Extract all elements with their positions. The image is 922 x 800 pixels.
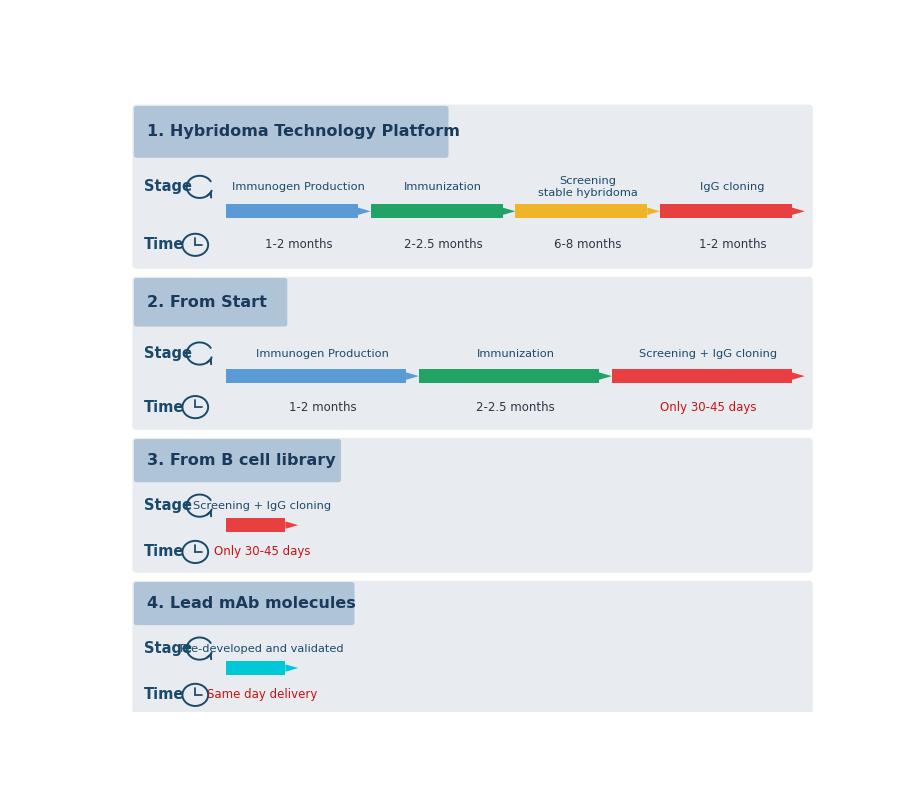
Text: 1. Hybridoma Technology Platform: 1. Hybridoma Technology Platform: [148, 124, 460, 139]
Polygon shape: [502, 207, 515, 215]
FancyBboxPatch shape: [133, 105, 812, 269]
Text: Immunization: Immunization: [477, 349, 554, 358]
Polygon shape: [226, 662, 285, 675]
FancyBboxPatch shape: [133, 438, 812, 573]
Polygon shape: [792, 207, 805, 215]
Polygon shape: [226, 370, 406, 383]
Text: Stage: Stage: [144, 641, 192, 656]
Text: 1-2 months: 1-2 months: [289, 401, 356, 414]
Text: 2. From Start: 2. From Start: [148, 294, 267, 310]
Text: Only 30-45 days: Only 30-45 days: [214, 546, 311, 558]
Polygon shape: [285, 522, 298, 529]
Polygon shape: [647, 207, 660, 215]
Polygon shape: [226, 518, 285, 532]
FancyBboxPatch shape: [133, 581, 812, 716]
FancyBboxPatch shape: [134, 278, 288, 326]
Text: Screening + IgG cloning: Screening + IgG cloning: [193, 501, 331, 510]
Polygon shape: [285, 664, 298, 672]
Text: 2-2.5 months: 2-2.5 months: [476, 401, 555, 414]
FancyBboxPatch shape: [133, 277, 812, 430]
Text: Pre-developed and validated: Pre-developed and validated: [181, 643, 344, 654]
Text: IgG cloning: IgG cloning: [700, 182, 764, 192]
Text: Screening + IgG cloning: Screening + IgG cloning: [639, 349, 777, 358]
Text: Time: Time: [144, 545, 184, 559]
Text: Immunogen Production: Immunogen Production: [256, 349, 389, 358]
Text: Stage: Stage: [144, 179, 192, 194]
Polygon shape: [226, 205, 358, 218]
Polygon shape: [660, 205, 792, 218]
Text: 1-2 months: 1-2 months: [699, 238, 766, 251]
Polygon shape: [515, 205, 647, 218]
Polygon shape: [792, 372, 805, 380]
Text: Same day delivery: Same day delivery: [207, 688, 317, 702]
Polygon shape: [406, 372, 419, 380]
Polygon shape: [371, 205, 502, 218]
Text: 1-2 months: 1-2 months: [265, 238, 332, 251]
Text: Time: Time: [144, 687, 184, 702]
Text: Only 30-45 days: Only 30-45 days: [660, 401, 757, 414]
Polygon shape: [358, 207, 371, 215]
Text: Stage: Stage: [144, 346, 192, 361]
FancyBboxPatch shape: [134, 582, 354, 625]
FancyBboxPatch shape: [134, 106, 448, 158]
Text: Screening
stable hybridoma: Screening stable hybridoma: [538, 176, 638, 198]
Text: Time: Time: [144, 400, 184, 414]
Text: 6-8 months: 6-8 months: [554, 238, 621, 251]
Text: Immunization: Immunization: [404, 182, 482, 192]
Text: Stage: Stage: [144, 498, 192, 513]
FancyBboxPatch shape: [134, 439, 341, 482]
Text: 3. From B cell library: 3. From B cell library: [148, 453, 336, 468]
Polygon shape: [612, 370, 792, 383]
Text: Immunogen Production: Immunogen Production: [232, 182, 365, 192]
Text: 2-2.5 months: 2-2.5 months: [404, 238, 482, 251]
Polygon shape: [419, 370, 599, 383]
Text: 4. Lead mAb molecules: 4. Lead mAb molecules: [148, 596, 356, 611]
Polygon shape: [599, 372, 612, 380]
Text: Time: Time: [144, 238, 184, 252]
